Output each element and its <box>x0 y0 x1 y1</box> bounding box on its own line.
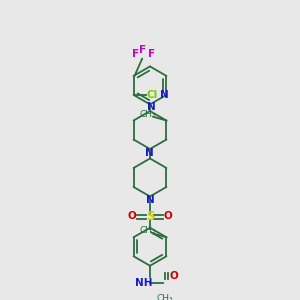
Text: S: S <box>146 210 154 223</box>
Text: N: N <box>145 148 153 158</box>
Text: CH₃: CH₃ <box>139 110 156 119</box>
Text: N: N <box>160 90 169 100</box>
Text: CH₃: CH₃ <box>157 293 173 300</box>
Text: F: F <box>132 49 139 59</box>
Text: O: O <box>128 212 136 221</box>
Text: Cl: Cl <box>147 90 158 100</box>
Text: NH: NH <box>135 278 152 288</box>
Text: F: F <box>140 45 147 55</box>
Text: O: O <box>169 271 178 281</box>
Text: N: N <box>146 195 154 205</box>
Text: N: N <box>147 102 155 112</box>
Text: O: O <box>164 212 172 221</box>
Text: CH₃: CH₃ <box>139 226 156 235</box>
Text: F: F <box>148 49 155 59</box>
